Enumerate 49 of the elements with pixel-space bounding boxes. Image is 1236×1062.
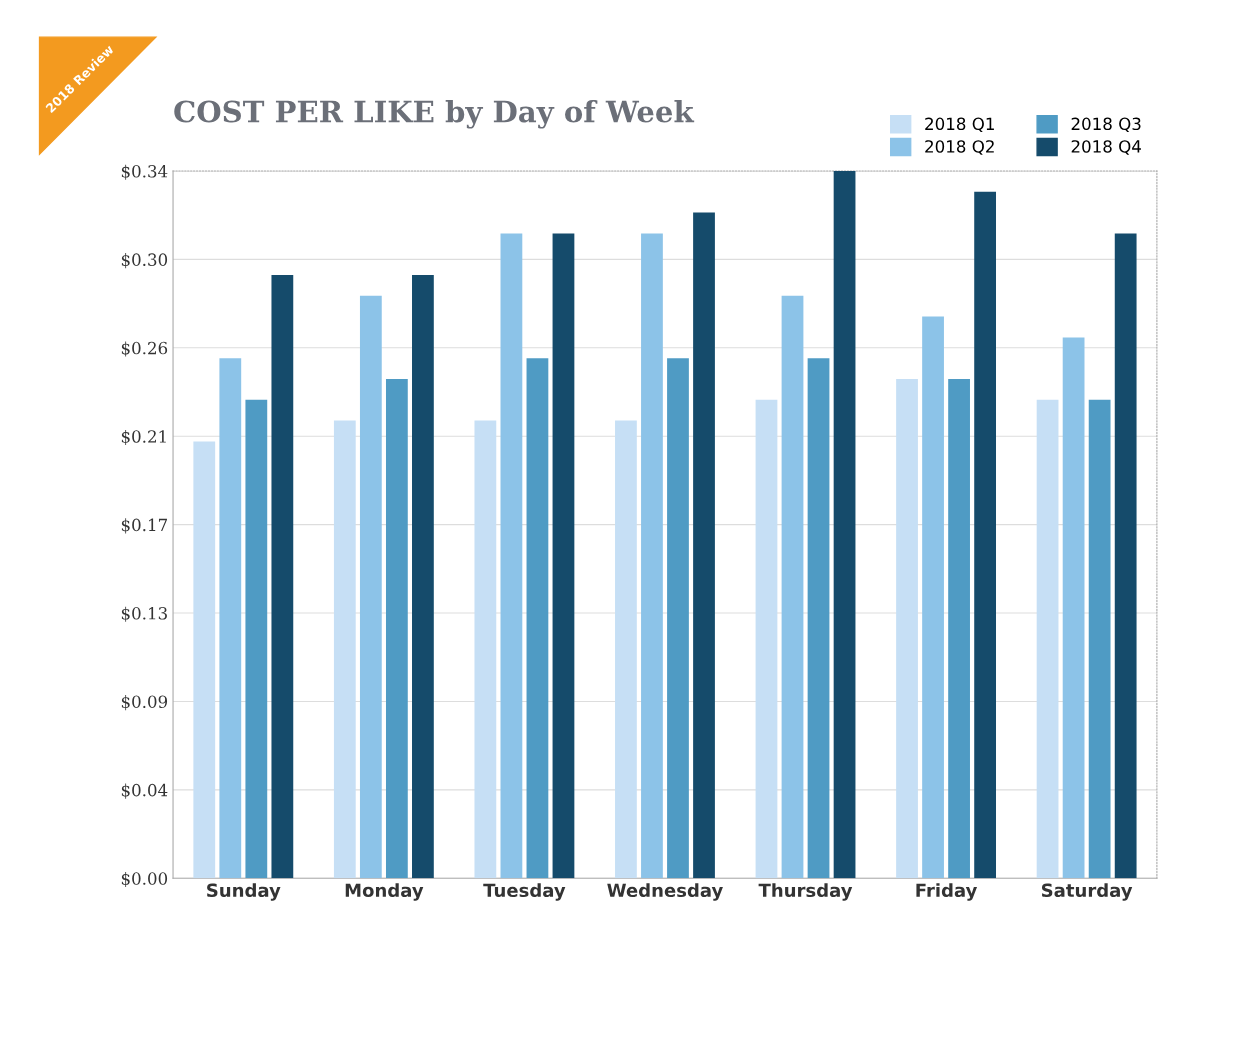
bar — [552, 233, 575, 879]
chart-title: COST PER LIKE by Day of Week — [174, 99, 695, 129]
bar — [755, 399, 778, 879]
y-tick-label: $0.04 — [121, 783, 168, 799]
bar — [807, 358, 830, 879]
x-tick-label: Thursday — [758, 883, 853, 901]
bar — [667, 358, 689, 879]
y-tick-label: $0.17 — [121, 518, 167, 534]
bar — [781, 295, 804, 879]
y-tick-label: $0.09 — [121, 695, 168, 711]
bar — [271, 275, 294, 879]
bar — [333, 420, 356, 879]
bar — [1088, 399, 1111, 879]
x-tick-label: Tuesday — [483, 883, 566, 901]
y-tick-label: $0.30 — [121, 253, 168, 269]
legend-label: 2018 Q4 — [1071, 140, 1141, 155]
bar — [359, 295, 382, 879]
bar — [500, 233, 523, 879]
y-tick-label: $0.21 — [121, 429, 166, 445]
bar — [385, 379, 408, 879]
bar — [526, 358, 549, 879]
bar — [833, 170, 856, 879]
x-tick-label: Sunday — [207, 883, 281, 901]
legend-label: 2018 Q3 — [1071, 117, 1141, 133]
bar — [474, 420, 497, 879]
bar — [693, 212, 715, 879]
bar — [896, 379, 918, 879]
bar — [974, 191, 996, 879]
legend-label: 2018 Q1 — [925, 117, 994, 133]
y-tick-label: $0.34 — [121, 164, 168, 180]
bar — [1114, 233, 1137, 879]
bar — [922, 316, 944, 879]
y-tick-label: $0.00 — [121, 871, 168, 888]
legend-label: 2018 Q2 — [925, 140, 994, 155]
bar — [219, 358, 242, 879]
x-tick-label: Saturday — [1041, 883, 1133, 901]
bar — [948, 379, 970, 879]
x-tick-label: Wednesday — [607, 883, 723, 901]
bar — [193, 441, 216, 879]
x-tick-label: Monday — [345, 883, 424, 901]
bar — [245, 399, 268, 879]
bar — [1062, 337, 1085, 879]
bar — [615, 420, 637, 879]
bar — [641, 233, 663, 879]
y-tick-label: $0.26 — [121, 341, 168, 357]
x-tick-label: Friday — [916, 883, 978, 901]
bar — [412, 275, 434, 879]
bar — [1036, 399, 1059, 879]
y-tick-label: $0.13 — [121, 606, 167, 622]
